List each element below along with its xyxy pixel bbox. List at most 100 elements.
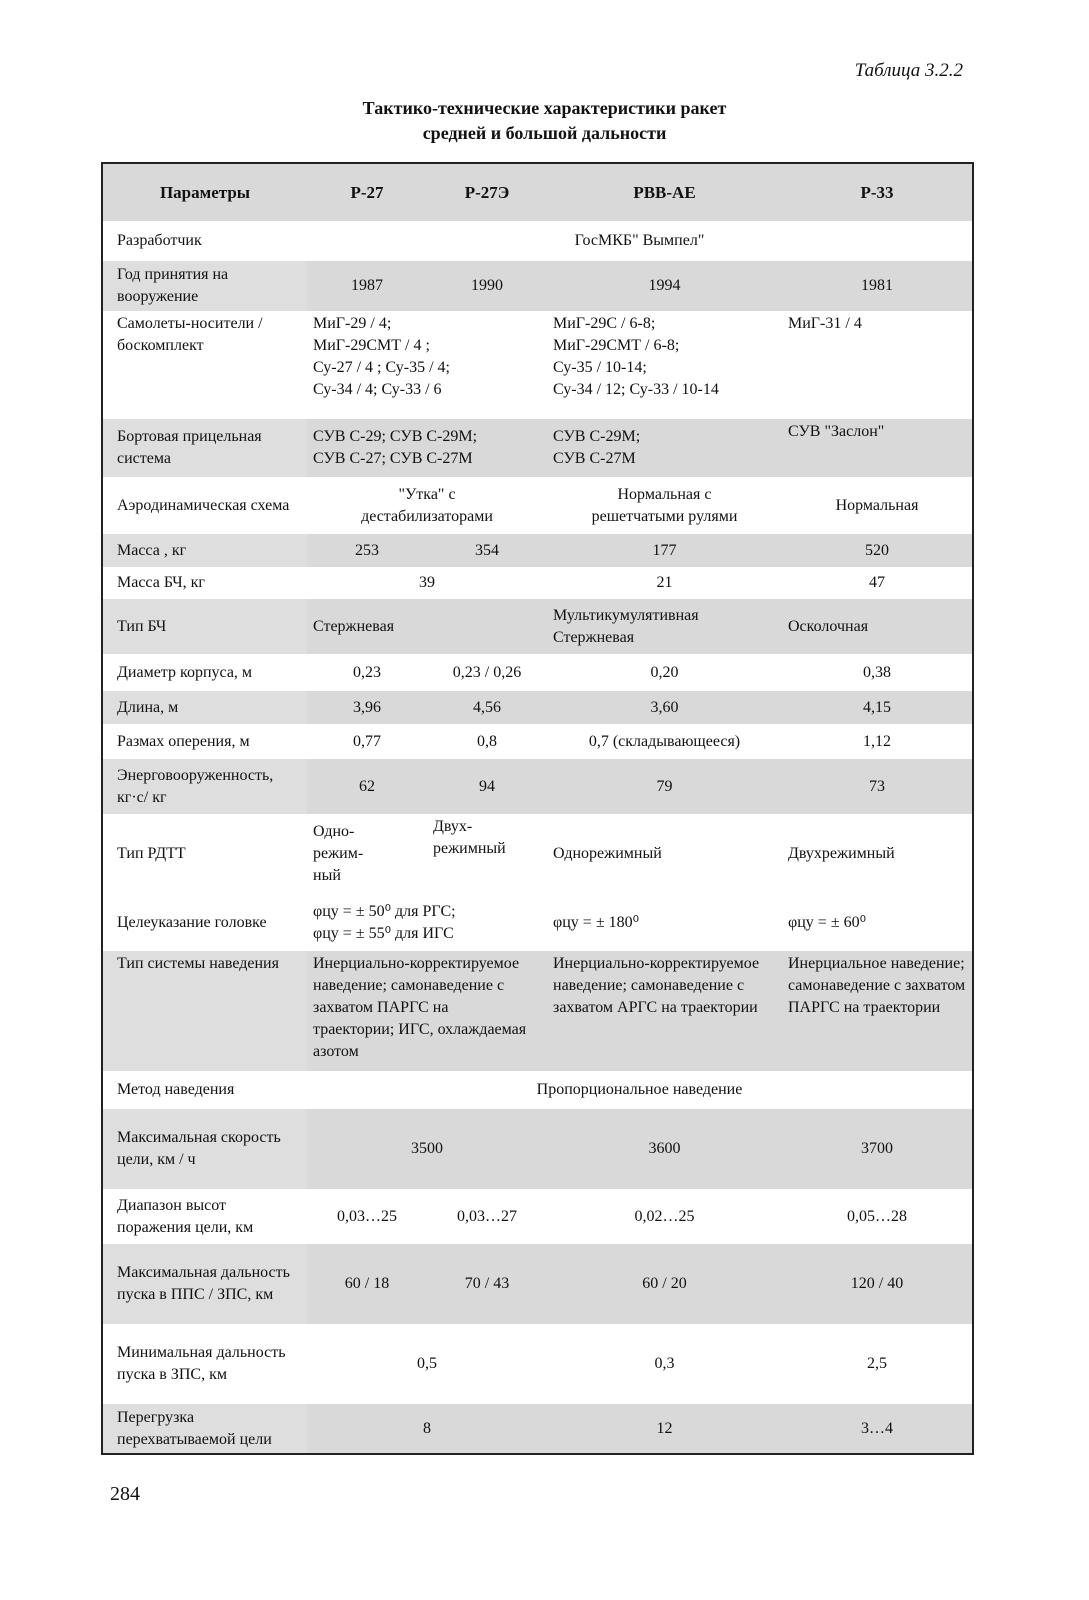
table-row: Длина, м 3,96 4,56 3,60 4,15 bbox=[102, 691, 973, 724]
line: МиГ-29 / 4; bbox=[313, 315, 392, 332]
cell: 12 bbox=[547, 1404, 782, 1454]
cell: 0,8 bbox=[477, 732, 497, 750]
row-label: Максимальная скорость цели, км / ч bbox=[102, 1109, 307, 1189]
cell: 94 bbox=[427, 759, 547, 814]
line: Су-35 / 10-14; bbox=[553, 359, 647, 376]
cell: ГосМКБ" Вымпел" bbox=[574, 232, 705, 249]
row-label: Тип системы наведения bbox=[102, 951, 307, 1071]
table-row: Самолеты-носители / боскомплект МиГ-29 /… bbox=[102, 311, 973, 419]
cell: 3…4 bbox=[782, 1404, 973, 1454]
cell: 4,56 bbox=[427, 691, 547, 724]
cell: МиГ-29 / 4; МиГ-29СМТ / 4 ; Су-27 / 4 ; Су… bbox=[307, 311, 547, 419]
cell: 177 bbox=[547, 534, 782, 567]
cell: 62 bbox=[307, 759, 427, 814]
cell: 3700 bbox=[782, 1109, 973, 1189]
title-line-1: Тактико-технические характеристики ракет bbox=[362, 98, 727, 118]
row-label: Целеуказание головке bbox=[117, 913, 267, 931]
cell: Нормальная bbox=[835, 496, 919, 514]
row-label: Метод наведения bbox=[117, 1081, 235, 1098]
cell: Однорежимный bbox=[553, 845, 662, 862]
cell: φцу = ± 50⁰ для РГС; φцу = ± 55⁰ для ИГС bbox=[307, 894, 547, 951]
cell: Осколочная bbox=[782, 599, 973, 654]
cell: 3500 bbox=[307, 1109, 547, 1189]
table-row: Год принятия на вооружение 1987 1990 199… bbox=[102, 261, 973, 311]
cell: СУВ "Заслон" bbox=[782, 419, 973, 477]
row-label: Диапазон высот поражения цели, км bbox=[117, 1196, 254, 1236]
cell: Стержневая bbox=[307, 599, 547, 654]
line: Мультикумулятивная bbox=[553, 606, 699, 624]
cell: Пропорциональное наведение bbox=[536, 1081, 743, 1098]
title-line-2: средней и большой дальности bbox=[422, 123, 667, 143]
line: "Утка" с bbox=[398, 485, 456, 503]
table-row: Тип РДТТ Одно-режим-ный Двух-режимный Од… bbox=[102, 814, 973, 894]
cell: 0,03…27 bbox=[457, 1207, 517, 1225]
cell: МиГ-29С / 6-8; МиГ-29СМТ / 6-8; Су-35 / 10… bbox=[547, 311, 782, 419]
line: Су-34 / 4; Су-33 / 6 bbox=[313, 381, 442, 398]
cell: 0,02…25 bbox=[634, 1207, 695, 1225]
row-label: Энерговооруженность, кг·с/ кг bbox=[102, 759, 307, 814]
table-row: Перегрузка перехватываемой цели 8 12 3…4 bbox=[102, 1404, 973, 1454]
cell: 2,5 bbox=[867, 1355, 887, 1372]
cell: 39 bbox=[419, 574, 435, 591]
table-title: Тактико-технические характеристики ракет… bbox=[0, 96, 1089, 146]
cell: "Утка" с дестабилизаторами bbox=[307, 477, 547, 534]
line: СУВ С-27; СУВ С-27М bbox=[313, 450, 473, 467]
cell: МиГ-31 / 4 bbox=[788, 315, 862, 332]
line: МиГ-29СМТ / 4 ; bbox=[313, 337, 430, 354]
row-label: Тип РДТТ bbox=[117, 845, 186, 862]
line: СУВ С-29М; bbox=[553, 428, 641, 445]
row-label: Аэродинамическая схема bbox=[117, 496, 290, 514]
line: φцу = ± 50⁰ для РГС; bbox=[313, 902, 456, 920]
cell: Инерциальное наведение; самонаведение с … bbox=[782, 951, 973, 1071]
table-row: Диапазон высот поражения цели, км 0,03…2… bbox=[102, 1189, 973, 1244]
header-row: Параметры Р-27 Р-27Э РВВ-АЕ Р-33 bbox=[102, 163, 973, 221]
cell: СУВ С-29; СУВ С-29М; СУВ С-27; СУВ С-27М bbox=[307, 419, 547, 477]
table-row: Размах оперения, м 0,77 0,8 0,7 (складыв… bbox=[102, 724, 973, 759]
row-label: Минимальная дальность пуска в ЗПС, км bbox=[117, 1344, 286, 1383]
line: Су-27 / 4 ; Су-35 / 4; bbox=[313, 359, 450, 376]
cell: 3600 bbox=[547, 1109, 782, 1189]
line: МиГ-29СМТ / 6-8; bbox=[553, 337, 680, 354]
cell: 520 bbox=[782, 534, 973, 567]
table-row: Масса БЧ, кг 39 21 47 bbox=[102, 567, 973, 599]
table-row: Бортовая прицельная система СУВ С-29; СУ… bbox=[102, 419, 973, 477]
table-row: Тип БЧ Стержневая Мультикумулятивная Стер… bbox=[102, 599, 973, 654]
cell: 0,5 bbox=[417, 1355, 437, 1372]
table-row: Максимальная скорость цели, км / ч 3500 … bbox=[102, 1109, 973, 1189]
line: МиГ-29С / 6-8; bbox=[553, 315, 656, 332]
cell: Одно-режим-ный bbox=[307, 814, 427, 894]
table-row: Масса , кг 253 354 177 520 bbox=[102, 534, 973, 567]
table-row: Энерговооруженность, кг·с/ кг 62 94 79 7… bbox=[102, 759, 973, 814]
row-label: Масса БЧ, кг bbox=[117, 574, 205, 591]
cell: 60 / 20 bbox=[547, 1244, 782, 1324]
cell: 0,20 bbox=[650, 663, 679, 681]
cell: 70 / 43 bbox=[427, 1244, 547, 1324]
line: режим- bbox=[313, 845, 364, 862]
row-label: Максимальная дальность пуска в ППС / ЗПС… bbox=[102, 1244, 307, 1324]
cell: 0,03…25 bbox=[337, 1207, 397, 1225]
cell: 0,3 bbox=[654, 1355, 675, 1372]
cell: 3,96 bbox=[307, 691, 427, 724]
cell: 60 / 18 bbox=[307, 1244, 427, 1324]
cell: 253 bbox=[307, 534, 427, 567]
cell: Инерциально-корректируемое наведение; са… bbox=[307, 951, 547, 1071]
cell: 1,12 bbox=[863, 732, 891, 750]
row-label: Размах оперения, м bbox=[117, 732, 250, 750]
page-number: 284 bbox=[110, 1483, 140, 1505]
cell: СУВ С-29М; СУВ С-27М bbox=[547, 419, 782, 477]
table-row: Разработчик ГосМКБ" Вымпел" bbox=[102, 221, 973, 261]
row-label: Перегрузка перехватываемой цели bbox=[102, 1404, 307, 1454]
cell: 120 / 40 bbox=[782, 1244, 973, 1324]
cell: 21 bbox=[656, 574, 673, 591]
cell: 1987 bbox=[307, 261, 427, 311]
cell: 73 bbox=[782, 759, 973, 814]
cell: 0,77 bbox=[353, 732, 381, 750]
cell: Двухрежимный bbox=[788, 845, 895, 862]
cell: 0,38 bbox=[863, 663, 891, 681]
cell: 3,60 bbox=[547, 691, 782, 724]
cell: 1990 bbox=[427, 261, 547, 311]
specs-table: Параметры Р-27 Р-27Э РВВ-АЕ Р-33 Разрабо… bbox=[101, 162, 974, 1455]
row-label: Тип БЧ bbox=[102, 599, 307, 654]
line: Двух- bbox=[433, 818, 473, 835]
table-row: Тип системы наведения Инерциально-коррек… bbox=[102, 951, 973, 1071]
